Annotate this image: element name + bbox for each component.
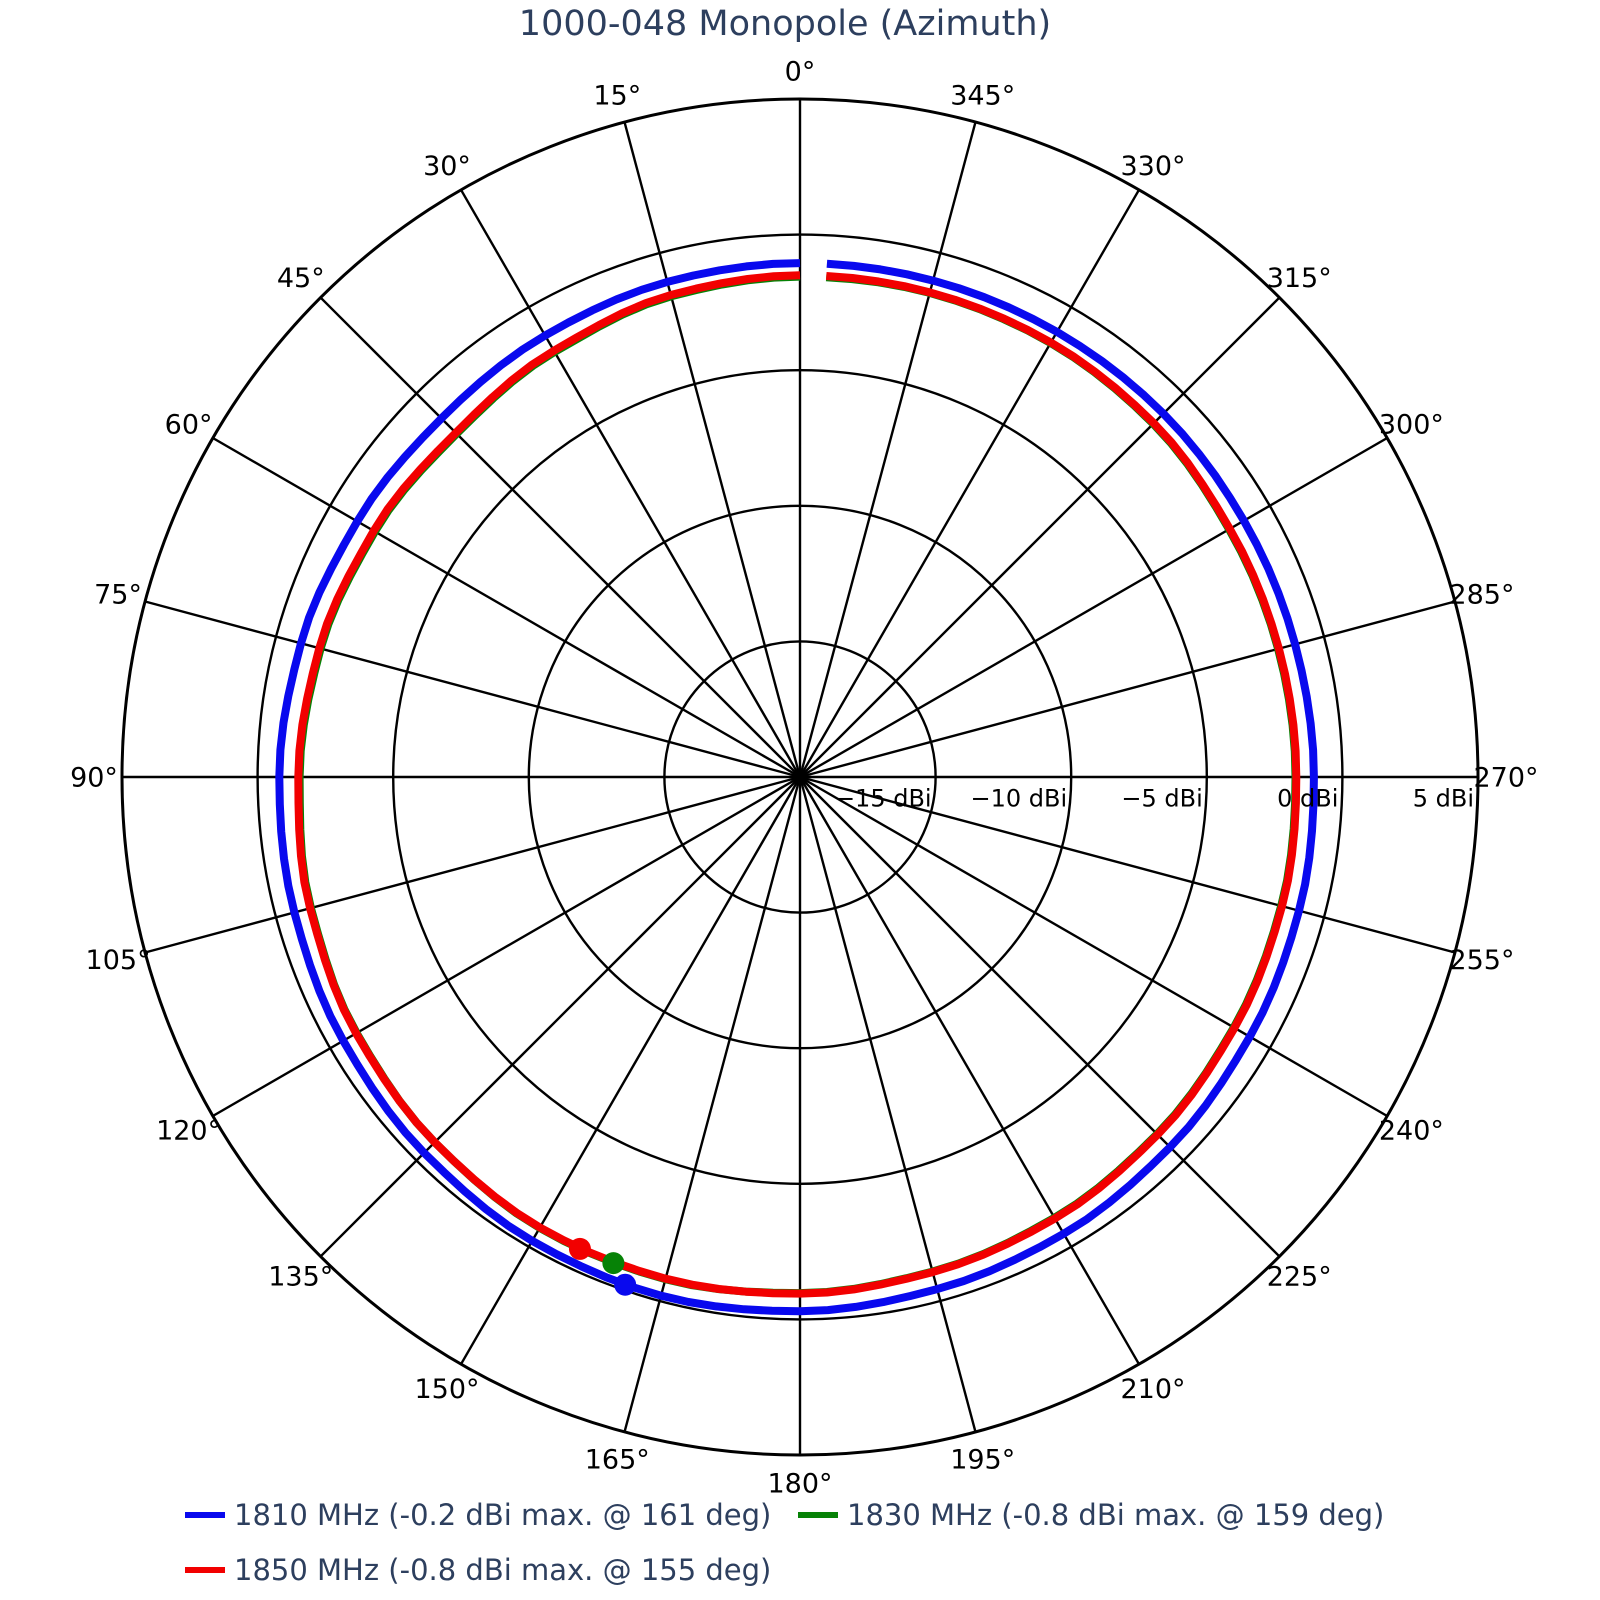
grid-spoke xyxy=(798,121,977,778)
series-line-1810mhz xyxy=(275,259,1318,1316)
r-tick-label: −10 dBi xyxy=(971,784,1068,812)
grid-spoke xyxy=(798,776,1141,1365)
theta-tick-label: 255° xyxy=(1449,945,1514,976)
theta-tick-label: 90° xyxy=(70,762,118,793)
max-marker-1810mhz xyxy=(614,1273,637,1296)
grid-spoke xyxy=(799,296,1281,778)
theta-tick-label: 270° xyxy=(1473,762,1538,793)
grid-spoke xyxy=(319,296,801,778)
grid-spoke xyxy=(799,600,1456,779)
legend-swatch-1830mhz xyxy=(798,1512,838,1518)
grid-spoke xyxy=(144,600,801,779)
theta-tick-label: 45° xyxy=(277,263,325,294)
theta-tick-label: 210° xyxy=(1120,1374,1185,1405)
grid-spoke xyxy=(798,776,977,1433)
legend-entry-1810mhz: 1810 MHz (-0.2 dBi max. @ 161 deg) xyxy=(185,1497,771,1533)
r-tick-label: 0 dBi xyxy=(1277,784,1338,812)
grid-spoke xyxy=(623,121,802,778)
theta-tick-label: 150° xyxy=(414,1374,479,1405)
theta-tick-label: 315° xyxy=(1267,263,1332,294)
theta-tick-label: 105° xyxy=(86,945,151,976)
grid-spoke xyxy=(459,776,802,1365)
grid-spoke xyxy=(459,189,802,778)
grid-spoke xyxy=(212,436,801,779)
legend-entry-1830mhz: 1830 MHz (-0.8 dBi max. @ 159 deg) xyxy=(798,1497,1384,1533)
theta-tick-label: 60° xyxy=(165,409,213,440)
series-line-1850mhz xyxy=(294,271,1301,1298)
legend-swatch-1810mhz xyxy=(185,1512,225,1518)
legend-label-1810mhz: 1810 MHz (-0.2 dBi max. @ 161 deg) xyxy=(234,1498,772,1532)
max-marker-1830mhz xyxy=(602,1252,625,1275)
theta-tick-label: 0° xyxy=(785,56,816,87)
chart-title: 1000-048 Monopole (Azimuth) xyxy=(518,4,1052,44)
theta-tick-label: 300° xyxy=(1379,409,1444,440)
theta-tick-label: 330° xyxy=(1120,151,1185,182)
grid-spoke xyxy=(798,189,1141,778)
theta-tick-label: 135° xyxy=(268,1262,333,1293)
theta-tick-label: 75° xyxy=(94,580,142,611)
theta-tick-label: 345° xyxy=(950,81,1015,112)
r-tick-label: 5 dBi xyxy=(1413,784,1474,812)
grid-spoke xyxy=(319,776,801,1258)
theta-tick-label: 225° xyxy=(1267,1262,1332,1293)
max-marker-1850mhz xyxy=(568,1237,591,1260)
theta-tick-label: 195° xyxy=(950,1444,1015,1475)
theta-tick-label: 15° xyxy=(593,81,641,112)
grid-spoke xyxy=(623,776,802,1433)
legend-label-1850mhz: 1850 MHz (-0.8 dBi max. @ 155 deg) xyxy=(234,1553,772,1587)
theta-tick-label: 240° xyxy=(1379,1115,1444,1146)
theta-tick-label: 120° xyxy=(156,1115,221,1146)
grid-spoke xyxy=(799,775,1388,1118)
theta-tick-label: 165° xyxy=(585,1444,650,1475)
grid-spoke xyxy=(799,776,1281,1258)
theta-tick-label: 285° xyxy=(1449,580,1514,611)
legend-label-1830mhz: 1830 MHz (-0.8 dBi max. @ 159 deg) xyxy=(847,1498,1385,1532)
grid-spoke xyxy=(212,775,801,1118)
theta-tick-label: 180° xyxy=(767,1468,832,1499)
r-tick-label: −5 dBi xyxy=(1121,784,1202,812)
r-tick-label: −15 dBi xyxy=(835,784,932,812)
grid-spoke xyxy=(799,436,1388,779)
grid-spoke xyxy=(799,775,1456,954)
theta-tick-label: 30° xyxy=(423,151,471,182)
grid-spoke xyxy=(144,775,801,954)
legend-entry-1850mhz: 1850 MHz (-0.8 dBi max. @ 155 deg) xyxy=(185,1552,771,1588)
legend-swatch-1850mhz xyxy=(185,1567,225,1573)
